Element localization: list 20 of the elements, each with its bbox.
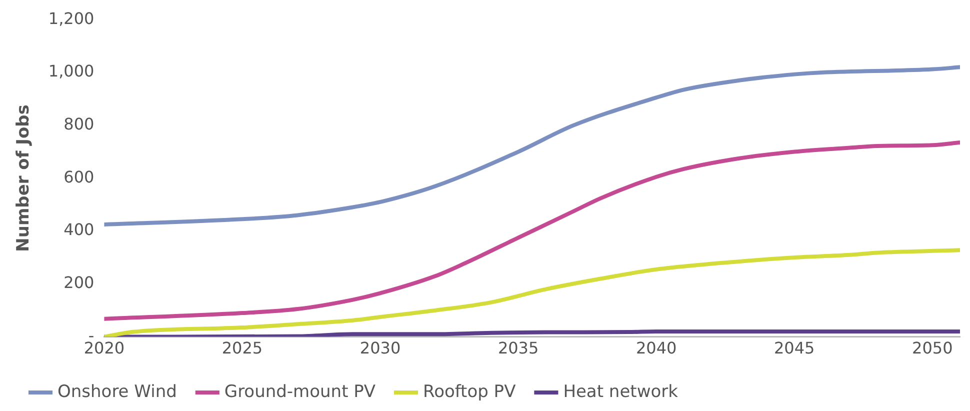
y-tick-label: 200: [64, 273, 94, 292]
y-tick-label: 1,200: [48, 8, 94, 28]
y-tick-label: 600: [64, 167, 94, 186]
y-tick-label: 400: [64, 220, 94, 240]
legend-label: Onshore Wind: [58, 382, 177, 402]
y-tick-label: 800: [64, 114, 94, 134]
x-tick-label: 2035: [498, 338, 539, 358]
x-tick-label: 2050: [912, 338, 953, 358]
line-series: [104, 140, 960, 321]
x-tick-label: 2045: [774, 338, 815, 358]
x-tick-label: 2025: [222, 338, 263, 358]
x-tick-label: 2040: [636, 338, 677, 358]
legend-label: Rooftop PV: [423, 382, 516, 402]
legend-label: Ground-mount PV: [224, 382, 376, 402]
line-series: [104, 65, 960, 226]
line-series: [104, 248, 960, 337]
y-tick-label: 1,000: [48, 62, 94, 81]
legend-label: Heat network: [563, 382, 678, 402]
y-axis-title: Number of Jobs: [14, 104, 34, 252]
x-tick-label: 2030: [360, 338, 401, 358]
